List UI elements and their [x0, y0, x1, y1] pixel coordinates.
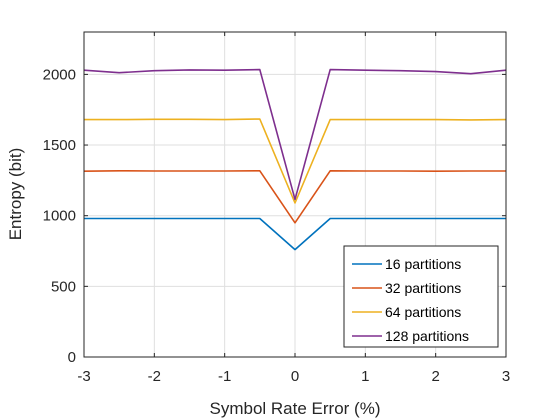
legend-box	[343, 245, 499, 348]
tick-marks	[83, 32, 507, 358]
legend-label-2: 32 partitions	[385, 280, 461, 296]
y-tick-labels: 0 500 1000 1500 2000	[43, 66, 76, 366]
y-tick-label: 1000	[43, 208, 76, 225]
x-tick-label: 0	[291, 368, 299, 385]
x-tick-label: 2	[431, 368, 439, 385]
series-line-3	[84, 118, 507, 204]
x-tick-label: -1	[218, 368, 231, 385]
y-axis-title: Entropy (bit)	[6, 148, 25, 241]
series-line-1	[84, 217, 506, 251]
legend-label-1: 16 partitions	[385, 256, 461, 272]
y-tick-label: 0	[68, 349, 76, 366]
x-tick-label: -2	[148, 368, 161, 385]
y-tick-label: 2000	[43, 66, 76, 83]
x-tick-label: -3	[77, 368, 90, 385]
x-axis-title: Symbol Rate Error (%)	[210, 399, 381, 418]
y-tick-label: 1500	[43, 137, 76, 154]
series-lines	[83, 68, 507, 251]
x-tick-labels: -3 -2 -1 0 1 2 3	[77, 368, 510, 385]
x-tick-label: 3	[502, 368, 510, 385]
legend: 16 partitions 32 partitions 64 partitions 1…	[343, 245, 499, 348]
x-tick-label: 1	[361, 368, 369, 385]
y-tick-label: 500	[51, 278, 76, 295]
series-line-4	[83, 68, 507, 201]
legend-label-4: 128 partitions	[385, 328, 469, 344]
series-line-2	[83, 170, 506, 224]
legend-label-3: 64 partitions	[385, 304, 461, 320]
